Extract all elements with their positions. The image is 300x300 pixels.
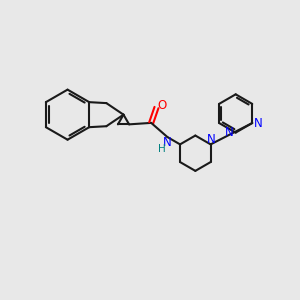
Text: O: O [157, 99, 167, 112]
Text: H: H [158, 144, 165, 154]
Text: N: N [163, 136, 172, 148]
Text: N: N [254, 116, 263, 130]
Text: N: N [225, 126, 234, 139]
Text: N: N [207, 133, 216, 146]
